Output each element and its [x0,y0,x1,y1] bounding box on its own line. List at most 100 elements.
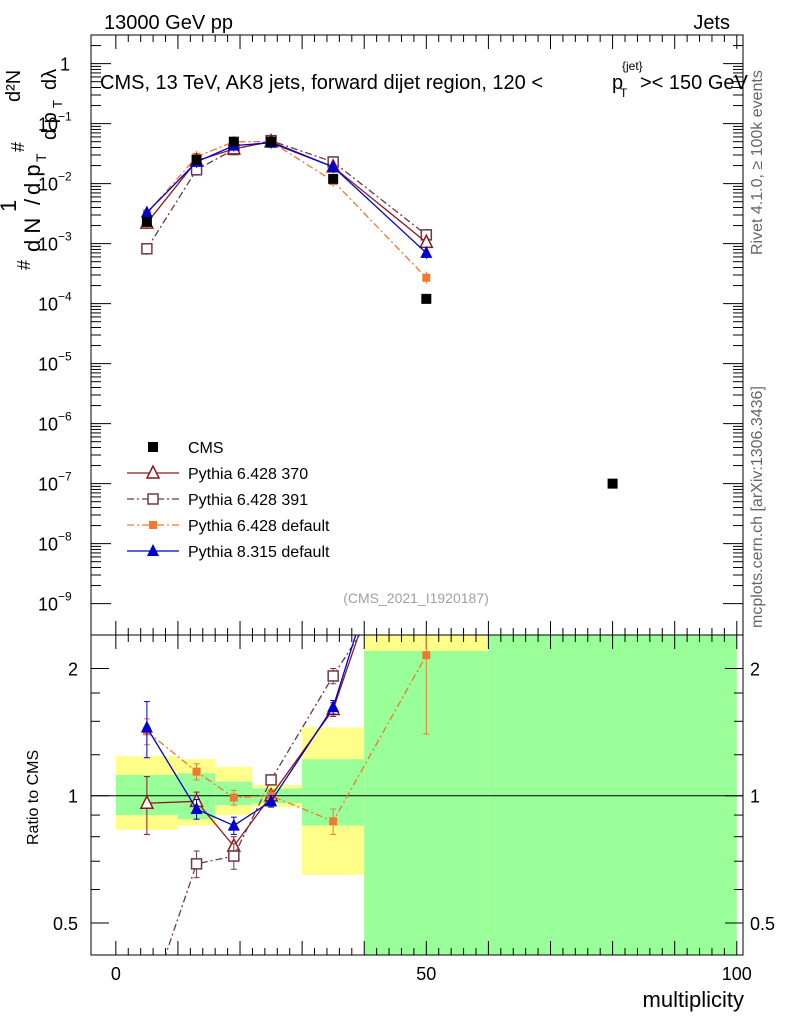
ylabel-one: 1 [0,200,21,212]
legend-label: Pythia 6.428 default [188,518,330,535]
y-tick-label: 10 [38,535,58,555]
legend-marker [148,442,158,452]
ratio-y-tick-label: 1 [68,787,78,807]
data-point [191,154,202,165]
legend-label: Pythia 6.428 370 [188,466,308,483]
series-pythia-6-428-default [142,135,431,284]
ylabel-den-sub: T [50,100,65,108]
y-tick-label-exp: −2 [58,170,72,184]
data-point [141,216,152,227]
ratio-point [140,720,153,733]
legend-entry: Pythia 6.428 391 [127,492,308,509]
ylabel-dn: d N [20,218,45,252]
y-tick-label-exp: −7 [58,470,72,484]
data-point [422,273,431,282]
legend-marker [147,544,159,556]
x-axis-label: multiplicity [643,987,744,1012]
side-label-bottom: mcplots.cern.ch [arXiv:1306.3436] [749,386,766,628]
ratio-line [146,654,427,823]
y-axis-label: # d N / d p T 1 # d p T d²N dλ [0,69,65,270]
side-label-top: Rivet 4.1.0, ≥ 100k events [749,70,766,255]
ylabel-dp: d p [20,164,45,195]
ratio-point [139,794,155,809]
y-tick-label: 10 [38,175,58,195]
y-tick-label: 10 [38,595,58,615]
data-point [328,173,339,184]
y-tick-label-exp: −4 [58,290,72,304]
series-line [146,139,427,250]
y-tick-label-exp: −5 [58,350,72,364]
analysis-label: (CMS_2021_I1920187) [343,590,489,606]
ylabel-slash: / [20,198,45,205]
ratio-point [229,793,238,802]
data-point [421,293,432,304]
ratio-y-tick-label-right: 2 [750,659,760,679]
y-tick-label-exp: −8 [58,530,72,544]
legend-marker [147,493,159,505]
data-point [327,159,340,172]
legend-entry: Pythia 8.315 default [127,544,330,561]
ratio-series-pythia-6-428-391 [164,635,361,955]
ylabel-dlambda: dλ [39,69,61,90]
title-main: CMS, 13 TeV, AK8 jets, forward dijet reg… [100,72,543,94]
series-pythia-6-428-391 [141,134,433,255]
header-left: 13000 GeV pp [104,12,233,34]
data-point [266,136,277,147]
ratio-line [146,635,360,848]
y-tick-label-exp: −9 [58,590,72,604]
ratio-y-tick-label-right: 0.5 [750,914,775,934]
y-tick-label: 10 [38,475,58,495]
ratio-point [227,818,240,831]
header-right: Jets [693,12,730,34]
data-point [228,136,239,147]
series-line [146,141,427,279]
ratio-point [228,850,240,862]
y-tick-label-exp: −3 [58,230,72,244]
ratio-point [329,817,338,826]
ratio-panel-frame [90,634,744,956]
legend-label: CMS [188,440,224,457]
legend-entry: Pythia 6.428 default [127,518,330,535]
title-pt: p [612,72,623,94]
legend-entry: CMS [148,440,224,457]
series-line [146,141,427,243]
legend-entry: Pythia 6.428 370 [127,464,308,483]
ratio-y-tick-label: 0.5 [53,914,78,934]
y-tick-label-exp: −6 [58,410,72,424]
x-tick-label: 50 [416,964,436,984]
legend-label: Pythia 8.315 default [188,544,330,561]
y-tick-label: 10 [38,295,58,315]
legend-marker [145,464,161,479]
y-tick-label: 10 [38,235,58,255]
data-point [141,243,153,255]
ratio-point [265,794,278,807]
title-pt-sup: {jet} [622,59,643,73]
ratio-point [327,700,340,713]
ratio-line [146,635,357,827]
title-pt-sub: T [620,86,628,100]
y-tick-label-exp: −1 [58,110,72,124]
ratio-point [190,802,203,815]
x-tick-label: 100 [722,964,752,984]
data-point [607,478,618,489]
ratio-series-pythia-8-315-default [140,635,357,835]
ylabel-hash2: # [8,142,28,152]
y-tick-label: 10 [38,355,58,375]
ratio-y-tick-label-right: 1 [750,787,760,807]
ylabel-dp-sub: T [33,153,49,162]
legend-marker [149,521,157,529]
ratio-point [422,651,431,660]
series-cms [141,136,618,489]
ratio-line [164,635,361,955]
y-tick-label: 10 [38,115,58,135]
ratio-point [190,858,203,870]
ratio-point [192,767,201,776]
x-tick-label: 0 [111,964,121,984]
data-point [420,245,433,258]
ylabel-den: d p [39,112,61,140]
series-line [146,142,427,254]
ratio-point [327,670,339,682]
y-tick-label: 10 [38,415,58,435]
uncertainty-band-inner [488,635,737,955]
